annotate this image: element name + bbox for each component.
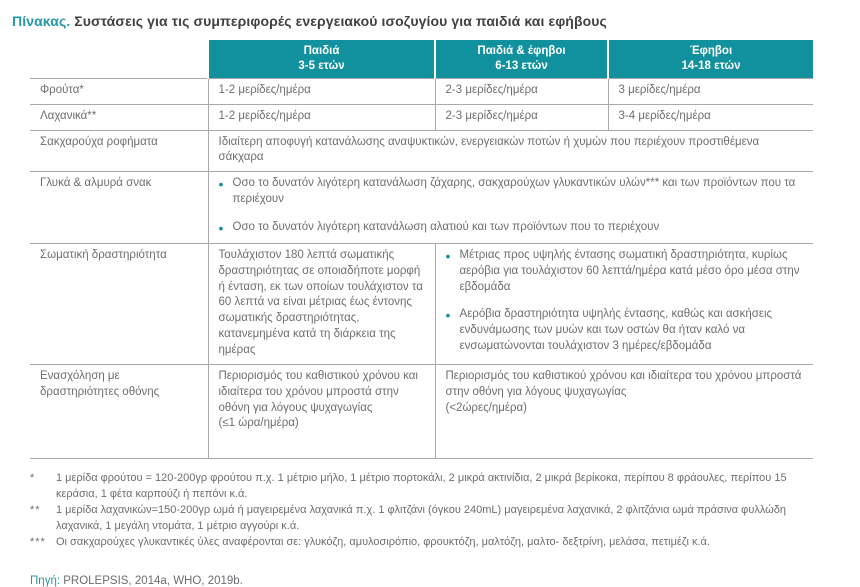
footnote-fruits: * 1 μερίδα φρούτου = 120-200γρ φρούτου π… [30, 471, 800, 503]
footnote-text: 1 μερίδα λαχανικών=150-200γρ ωμά ή μαγει… [56, 504, 786, 533]
row-label-sweets-snacks: Γλυκά & αλμυρά σνακ [30, 171, 209, 244]
cell-vegetables-14-18: 3-4 μερίδες/ημέρα [607, 103, 813, 131]
col-header-children-3-5: Παιδιά 3-5 ετών [207, 40, 435, 79]
table-row-sweets-snacks: Γλυκά & αλμυρά σνακ Οσο το δυνατόν λιγότ… [30, 171, 813, 244]
cell-fruits-6-13: 2-3 μερίδες/ημέρα [434, 77, 608, 105]
recommendations-table: Παιδιά 3-5 ετών Παιδιά & έφηβοι 6-13 ετώ… [30, 40, 813, 460]
table-row-sugary-drinks: Σακχαρούχα ροφήματα Ιδιαίτερη αποφυγή κα… [30, 129, 813, 172]
page-title: Πίνακας. Συστάσεις για τις συμπεριφορές … [12, 13, 836, 29]
footnotes-section: * 1 μερίδα φρούτου = 120-200γρ φρούτου π… [30, 471, 800, 551]
table-row-fruits: Φρούτα* 1-2 μερίδες/ημέρα 2-3 μερίδες/ημ… [30, 77, 813, 105]
header-corner-cell [30, 40, 208, 78]
cell-sweets-snacks-all-ages: Οσο το δυνατόν λιγότερη κατανάλωση ζάχαρ… [208, 171, 813, 244]
row-label-fruits: Φρούτα* [30, 77, 209, 105]
table-row-screen-time: Ενασχόληση με δραστηριότητες οθόνης Περι… [30, 363, 813, 460]
row-label-vegetables: Λαχανικά** [30, 103, 209, 131]
title-text: Συστάσεις για τις συμπεριφορές ενεργειακ… [70, 13, 607, 29]
bullet-item: Μέτριας προς υψηλής έντασης σωματική δρα… [446, 247, 804, 296]
table-row-physical-activity: Σωματική δραστηριότητα Τουλάχιστον 180 λ… [30, 242, 813, 365]
source-line: Πηγή: PROLEPSIS, 2014a, WHO, 2019b. [30, 575, 836, 587]
footnote-text: 1 μερίδα φρούτου = 120-200γρ φρούτου π.χ… [56, 472, 787, 501]
source-text: PROLEPSIS, 2014a, WHO, 2019b. [60, 575, 243, 587]
cell-fruits-3-5: 1-2 μερίδες/ημέρα [208, 77, 435, 105]
footnote-vegetables: ** 1 μερίδα λαχανικών=150-200γρ ωμά ή μα… [30, 503, 800, 535]
source-label: Πηγή: [30, 575, 61, 587]
cell-vegetables-6-13: 2-3 μερίδες/ημέρα [434, 103, 608, 131]
age-range: 3-5 ετών [298, 59, 345, 72]
table-container: Παιδιά 3-5 ετών Παιδιά & έφηβοι 6-13 ετώ… [30, 40, 813, 460]
age-range: 14-18 ετών [681, 59, 741, 72]
footnote-marker: ** [30, 504, 41, 517]
cell-physical-activity-6-18: Μέτριας προς υψηλής έντασης σωματική δρα… [434, 242, 813, 365]
bullet-item: Οσο το δυνατόν λιγότερη κατανάλωση ζάχαρ… [219, 175, 804, 208]
cell-sugary-drinks-all-ages: Ιδιαίτερη αποφυγή κατανάλωσης αναψυκτικώ… [208, 129, 813, 172]
cell-fruits-14-18: 3 μερίδες/ημέρα [607, 77, 813, 105]
age-range: 6-13 ετών [495, 59, 548, 72]
footnote-marker: *** [30, 536, 46, 549]
title-prefix: Πίνακας. [12, 13, 71, 29]
col-header-adolescents-14-18: Έφηβοι 14-18 ετών [607, 40, 813, 79]
col-header-children-adolescents-6-13: Παιδιά & έφηβοι 6-13 ετών [434, 40, 608, 79]
footnote-sweeteners: *** Οι σακχαρούχες γλυκαντικές ύλες αναφ… [30, 535, 800, 551]
row-label-physical-activity: Σωματική δραστηριότητα [30, 242, 209, 365]
bullet-list: Μέτριας προς υψηλής έντασης σωματική δρα… [446, 247, 804, 355]
bullet-item: Αερόβια δραστηριότητα υψηλής έντασης, κα… [446, 306, 804, 355]
table-row-vegetables: Λαχανικά** 1-2 μερίδες/ημέρα 2-3 μερίδες… [30, 103, 813, 131]
row-label-screen-time: Ενασχόληση με δραστηριότητες οθόνης [30, 363, 209, 460]
footnote-text: Οι σακχαρούχες γλυκαντικές ύλες αναφέρον… [56, 536, 710, 549]
cell-physical-activity-3-5: Τουλάχιστον 180 λεπτά σωματικής δραστηρι… [208, 242, 435, 365]
group-name: Παιδιά & έφηβοι [477, 45, 566, 57]
cell-screen-time-6-18: Περιορισμός του καθιστικού χρόνου και ιδ… [434, 363, 813, 460]
row-label-sugary-drinks: Σακχαρούχα ροφήματα [30, 129, 209, 172]
group-name: Έφηβοι [689, 45, 733, 57]
cell-screen-time-3-5: Περιορισμός του καθιστικού χρόνου και ιδ… [208, 363, 435, 460]
cell-vegetables-3-5: 1-2 μερίδες/ημέρα [208, 103, 435, 131]
footnote-marker: * [30, 472, 36, 485]
bullet-item: Οσο το δυνατόν λιγότερη κατανάλωση αλατι… [219, 219, 804, 238]
bullet-list: Οσο το δυνατόν λιγότερη κατανάλωση ζάχαρ… [219, 175, 804, 238]
group-name: Παιδιά [303, 45, 340, 57]
header-row: Παιδιά 3-5 ετών Παιδιά & έφηβοι 6-13 ετώ… [30, 40, 813, 79]
